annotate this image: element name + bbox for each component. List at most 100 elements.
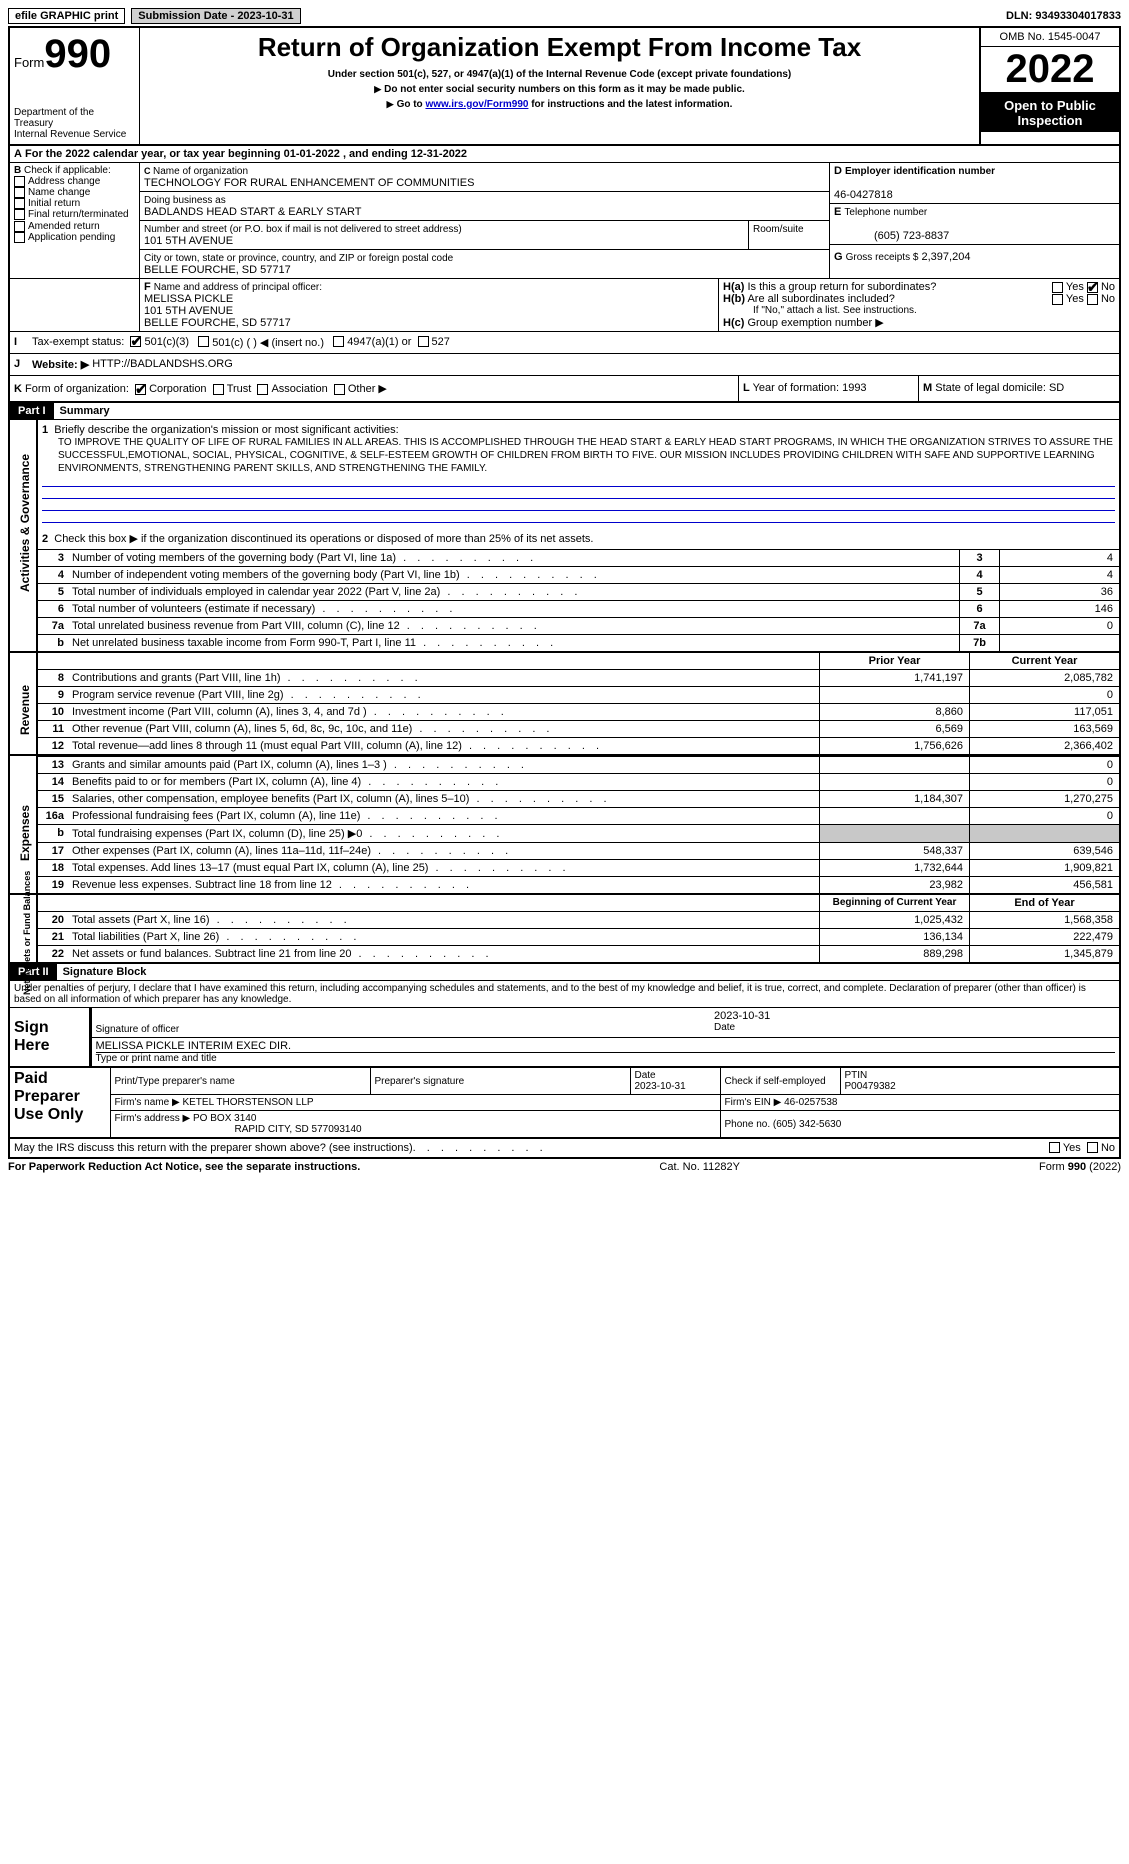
col-end: End of Year xyxy=(969,895,1119,911)
data-line: 11Other revenue (Part VIII, column (A), … xyxy=(38,720,1119,737)
open-to-public: Open to Public Inspection xyxy=(981,94,1119,132)
check-assoc[interactable] xyxy=(257,384,268,395)
check-amended[interactable] xyxy=(14,221,25,232)
hb-no[interactable] xyxy=(1087,294,1098,305)
goto-suffix: for instructions and the latest informat… xyxy=(528,99,732,110)
d-label: Employer identification number xyxy=(845,166,995,177)
self-employed: Check if self-employed xyxy=(720,1067,840,1095)
check-other[interactable] xyxy=(334,384,345,395)
col-prior: Prior Year xyxy=(819,653,969,669)
ha-yes[interactable] xyxy=(1052,282,1063,293)
l2-text: Check this box ▶ if the organization dis… xyxy=(54,533,593,545)
top-bar: efile GRAPHIC print Submission Date - 20… xyxy=(8,8,1121,24)
officer-city: BELLE FOURCHE, SD 57717 xyxy=(144,317,291,329)
rev-section: Revenue Prior Year Current Year 8Contrib… xyxy=(10,651,1119,754)
form-990-footer: 990 xyxy=(1068,1161,1086,1173)
may-irs-yes[interactable] xyxy=(1049,1142,1060,1153)
m-value: SD xyxy=(1049,382,1064,394)
may-irs-row: May the IRS discuss this return with the… xyxy=(10,1137,1119,1157)
paid-preparer-block: Paid Preparer Use Only Print/Type prepar… xyxy=(10,1066,1119,1137)
city-label: City or town, state or province, country… xyxy=(144,253,453,264)
f-label: Name and address of principal officer: xyxy=(154,282,322,293)
data-line: 13Grants and similar amounts paid (Part … xyxy=(38,756,1119,773)
j-label: Website: ▶ xyxy=(32,358,89,371)
omb-number: OMB No. 1545-0047 xyxy=(981,28,1119,47)
hc-label: Group exemption number ▶ xyxy=(747,317,883,329)
officer-street: 101 5TH AVENUE xyxy=(144,305,233,317)
check-initial-return[interactable] xyxy=(14,198,25,209)
hb-yes[interactable] xyxy=(1052,294,1063,305)
data-line: 19Revenue less expenses. Subtract line 1… xyxy=(38,876,1119,893)
check-501c[interactable] xyxy=(198,336,209,347)
dba-label: Doing business as xyxy=(144,195,226,206)
paperwork-notice: For Paperwork Reduction Act Notice, see … xyxy=(8,1161,360,1173)
data-line: 12Total revenue—add lines 8 through 11 (… xyxy=(38,737,1119,754)
form-box: Form990 Department of the Treasury Inter… xyxy=(8,26,1121,1159)
check-application-pending[interactable] xyxy=(14,232,25,243)
data-line: 18Total expenses. Add lines 13–17 (must … xyxy=(38,859,1119,876)
b-title: Check if applicable: xyxy=(24,165,111,176)
officer-name: MELISSA PICKLE xyxy=(144,293,233,305)
website-value: HTTP://BADLANDSHS.ORG xyxy=(92,358,233,371)
part2-header: Part II Signature Block xyxy=(10,962,1119,980)
dept-treasury: Department of the Treasury xyxy=(14,107,135,129)
ha-no[interactable] xyxy=(1087,282,1098,293)
form-label: Form xyxy=(14,55,44,70)
k-label: Form of organization: xyxy=(25,383,129,395)
declaration: Under penalties of perjury, I declare th… xyxy=(10,980,1119,1007)
data-line: 9Program service revenue (Part VIII, lin… xyxy=(38,686,1119,703)
gross-receipts: 2,397,204 xyxy=(922,251,971,263)
submission-button[interactable]: Submission Date - 2023-10-31 xyxy=(131,8,300,24)
m-label: State of legal domicile: xyxy=(935,382,1046,394)
gov-section: Activities & Governance 1 Briefly descri… xyxy=(10,419,1119,651)
check-address-change[interactable] xyxy=(14,176,25,187)
prep-name-label: Print/Type preparer's name xyxy=(110,1067,370,1095)
firm-addr1: PO BOX 3140 xyxy=(193,1113,256,1124)
phone-value: (605) 723-8837 xyxy=(834,230,949,242)
vtab-net: Net Assets or Fund Balances xyxy=(22,885,32,995)
i-label: Tax-exempt status: xyxy=(32,336,124,349)
check-trust[interactable] xyxy=(213,384,224,395)
irs-link[interactable]: www.irs.gov/Form990 xyxy=(425,99,528,110)
type-name-label: Type or print name and title xyxy=(96,1052,1116,1064)
officer-name-title: MELISSA PICKLE INTERIM EXEC DIR. xyxy=(96,1040,1116,1052)
dba-value: BADLANDS HEAD START & EARLY START xyxy=(144,206,361,218)
firm-ein: 46-0257538 xyxy=(784,1097,837,1108)
data-line: 20Total assets (Part X, line 16)1,025,43… xyxy=(38,911,1119,928)
subtitle-2: Do not enter social security numbers on … xyxy=(144,84,975,95)
check-final-return[interactable] xyxy=(14,209,25,220)
street-value: 101 5TH AVENUE xyxy=(144,235,233,247)
vtab-rev: Revenue xyxy=(18,665,32,755)
check-501c3[interactable] xyxy=(130,336,141,347)
dln-text: DLN: 93493304017833 xyxy=(1006,10,1121,22)
col-begin: Beginning of Current Year xyxy=(819,895,969,911)
gov-line: 5Total number of individuals employed in… xyxy=(38,583,1119,600)
data-line: bTotal fundraising expenses (Part IX, co… xyxy=(38,824,1119,842)
check-4947[interactable] xyxy=(333,336,344,347)
check-527[interactable] xyxy=(418,336,429,347)
check-name-change[interactable] xyxy=(14,187,25,198)
sig-officer-label: Signature of officer xyxy=(96,1024,707,1035)
hb-label: Are all subordinates included? xyxy=(747,293,894,305)
may-irs-no[interactable] xyxy=(1087,1142,1098,1153)
efile-button[interactable]: efile GRAPHIC print xyxy=(8,8,125,24)
vtab-gov: Activities & Governance xyxy=(18,502,32,592)
form-title: Return of Organization Exempt From Incom… xyxy=(144,32,975,63)
city-value: BELLE FOURCHE, SD 57717 xyxy=(144,264,291,276)
e-label: Telephone number xyxy=(844,207,927,218)
street-label: Number and street (or P.O. box if mail i… xyxy=(144,224,462,235)
sign-here-label: Sign Here xyxy=(10,1008,90,1067)
irs-label: Internal Revenue Service xyxy=(14,129,135,140)
data-line: 21Total liabilities (Part X, line 26)136… xyxy=(38,928,1119,945)
data-line: 8Contributions and grants (Part VIII, li… xyxy=(38,669,1119,686)
firm-addr2: RAPID CITY, SD 577093140 xyxy=(115,1124,362,1135)
vtab-exp: Expenses xyxy=(18,788,32,878)
exp-section: Expenses 13Grants and similar amounts pa… xyxy=(10,754,1119,893)
check-corp[interactable] xyxy=(135,384,146,395)
gov-line: 7aTotal unrelated business revenue from … xyxy=(38,617,1119,634)
gov-line: 4Number of independent voting members of… xyxy=(38,566,1119,583)
ein-value: 46-0427818 xyxy=(834,189,893,201)
room-label: Room/suite xyxy=(753,224,804,235)
cat-no: Cat. No. 11282Y xyxy=(659,1161,740,1173)
paid-preparer-label: Paid Preparer Use Only xyxy=(10,1067,110,1137)
